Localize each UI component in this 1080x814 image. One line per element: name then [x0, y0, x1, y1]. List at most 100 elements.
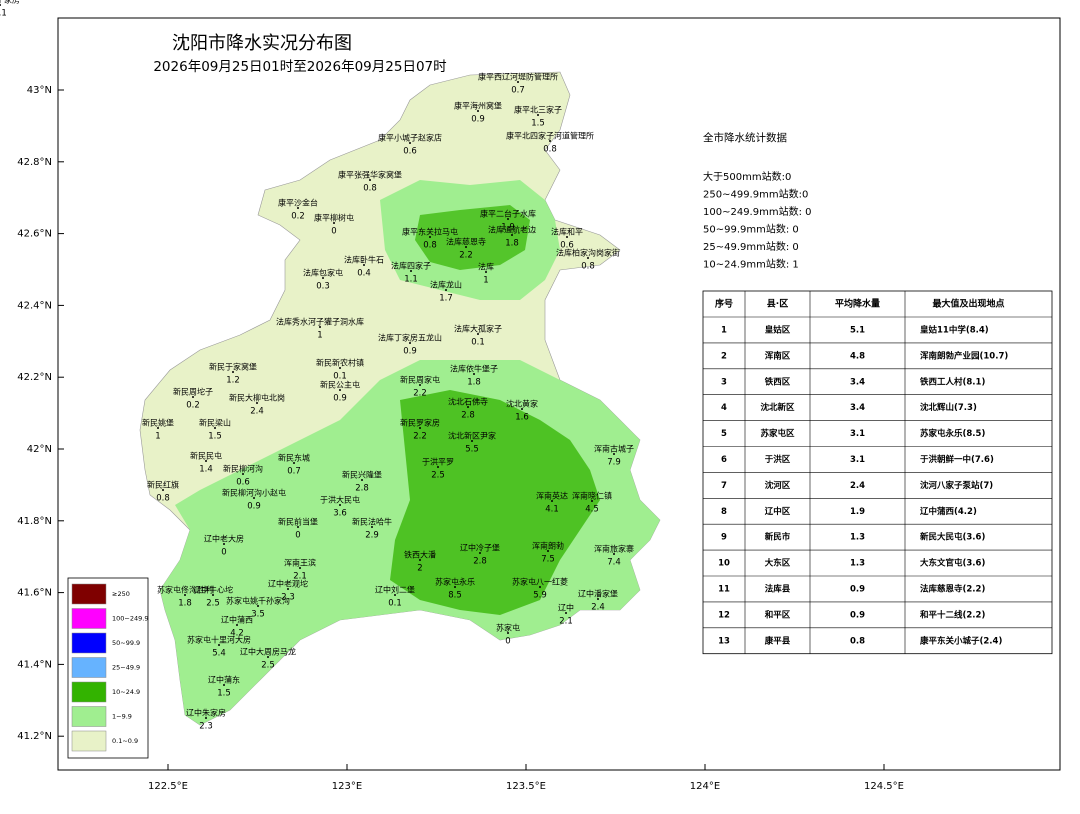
- station-name: 法库大孤家子: [454, 324, 502, 334]
- station-name: 康平小城子赵家店: [378, 133, 442, 143]
- station-name: 新民周坨子: [173, 387, 213, 397]
- station-dot: [419, 384, 421, 386]
- station-dot: [471, 440, 473, 442]
- station-name: 沈北新区尹家: [448, 431, 496, 441]
- station-value: 1.1: [404, 275, 418, 285]
- station-value: 1.4: [199, 465, 213, 475]
- station-name: 辽中大周房马龙: [240, 647, 296, 657]
- station-name: 法库龙山: [430, 280, 462, 290]
- station-name: 辽中蒲西: [221, 615, 253, 625]
- station-dot: [256, 402, 258, 404]
- station-dot: [218, 644, 220, 646]
- station-dot: [257, 605, 259, 607]
- station-value: 7.4: [607, 558, 621, 568]
- legend-label: 50~99.9: [112, 639, 140, 647]
- legend-box: [67, 577, 149, 759]
- station-value: 3.1: [0, 9, 7, 19]
- station-value: 2.4: [250, 407, 264, 417]
- table-cell: 5.1: [850, 325, 865, 335]
- table-cell: 皇姑区: [765, 324, 791, 335]
- station-name: 浑南旅家寨: [594, 544, 634, 554]
- station-dot: [369, 179, 371, 181]
- table-cell: 辽中蒲西(4.2): [920, 506, 977, 517]
- lon-tick-label: 123°E: [332, 781, 362, 792]
- station-dot: [299, 567, 301, 569]
- lat-tick-label: 42°N: [27, 444, 52, 455]
- table-cell: 浑南朗勃产业园(10.7): [920, 350, 1008, 361]
- station-name: 苏家屯永乐: [435, 577, 475, 587]
- station-value: 4.5: [585, 505, 599, 515]
- stats-line: 10~24.9mm站数: 1: [703, 258, 799, 271]
- station-dot: [410, 270, 412, 272]
- station-dot: [236, 624, 238, 626]
- station-name: 苏家屯: [496, 623, 520, 633]
- station-name: 新民法哈牛: [352, 517, 392, 527]
- station-value: 0.7: [287, 467, 301, 477]
- station-value: 0.1: [388, 599, 402, 609]
- station-dot: [205, 460, 207, 462]
- station-dot: [339, 389, 341, 391]
- station-value: 2: [417, 564, 422, 574]
- station-value: 0.8: [423, 241, 437, 251]
- station-value: 1.7: [439, 294, 453, 304]
- station-value: 0: [295, 531, 300, 541]
- station-value: 8.5: [448, 591, 462, 601]
- station-name: 辽中朱家房: [186, 708, 226, 718]
- station-value: 0.1: [333, 372, 347, 382]
- station-dot: [445, 289, 447, 291]
- station-value: 2.4: [591, 603, 605, 613]
- table-cell: 皇姑11中学(8.4): [920, 324, 989, 335]
- map-subtitle: 2026年09月25日01时至2026年09月25日07时: [153, 59, 446, 75]
- table-header: 县·区: [767, 299, 788, 310]
- frame: [57, 17, 1061, 771]
- station-value: 1.5: [531, 119, 545, 129]
- station-dot: [477, 333, 479, 335]
- table-cell: 6: [721, 455, 727, 465]
- stats-line: 大于500mm站数:0: [703, 170, 791, 183]
- table-cell: 沈河八家子泵站(7): [920, 480, 993, 491]
- lat-tick-label: 42.2°N: [17, 372, 52, 383]
- map-title: 沈阳市降水实况分布图: [172, 33, 352, 54]
- table-cell: 11: [718, 584, 730, 594]
- station-dot: [223, 543, 225, 545]
- station-name: 苏家屯佟沟胜利: [157, 585, 213, 595]
- station-value: 1: [483, 276, 488, 286]
- station-dot: [293, 462, 295, 464]
- table-cell: 大东文官屯(3.6): [920, 558, 985, 569]
- table-cell: 0.9: [850, 584, 865, 594]
- table-cell: 于洪朝鲜一中(7.6): [920, 454, 994, 465]
- table-cell: 法库县: [765, 583, 791, 594]
- station-name: 新民东城: [278, 453, 310, 463]
- station-dot: [394, 594, 396, 596]
- station-value: 2.3: [199, 722, 213, 732]
- station-name: 新民民屯: [190, 451, 222, 461]
- station-name: 苏家屯八一红菱: [512, 577, 568, 587]
- station-value: 1.6: [515, 413, 529, 423]
- station-name: 浑南朗勃: [532, 541, 564, 551]
- station-dot: [467, 406, 469, 408]
- table-cell: 大东区: [765, 558, 791, 569]
- station-name: 辽中冷子堡: [460, 543, 500, 553]
- station-value: 0: [221, 548, 226, 558]
- station-dot: [479, 552, 481, 554]
- station-dot: [597, 598, 599, 600]
- station-name: 苏家屯十里河大房: [187, 635, 251, 645]
- legend-swatch: [71, 730, 107, 752]
- station-value: 2.8: [355, 484, 369, 494]
- station-dot: [511, 234, 513, 236]
- station-dot: [454, 586, 456, 588]
- station-dot: [232, 371, 234, 373]
- table-cell: 3.4: [850, 403, 865, 413]
- station-dot: [551, 500, 553, 502]
- station-dot: [419, 559, 421, 561]
- station-value: 1.5: [217, 689, 231, 699]
- station-value: 2.1: [559, 617, 573, 627]
- table-cell: 新民市: [765, 532, 791, 543]
- station-dot: [613, 453, 615, 455]
- region-green-north: [415, 205, 530, 270]
- table-cell: 沈河区: [765, 480, 791, 491]
- station-dot: [184, 594, 186, 596]
- legend-label: ≥250: [112, 590, 130, 598]
- station-value: 2.2: [413, 389, 427, 399]
- station-value: 2.8: [473, 557, 487, 567]
